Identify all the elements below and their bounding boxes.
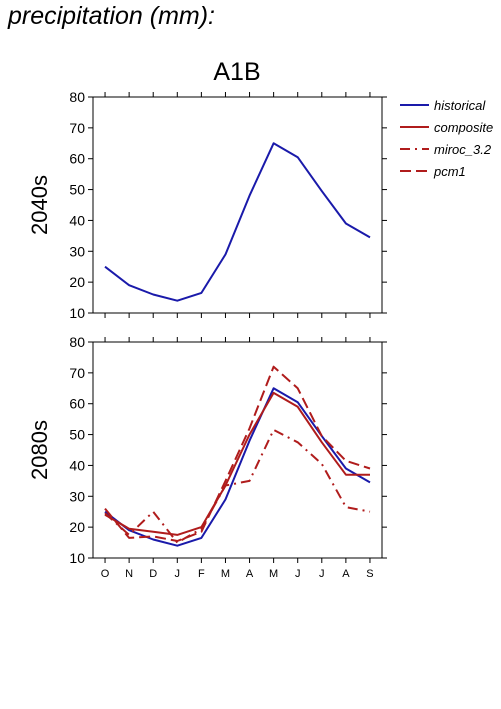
- x-tick-label: A: [246, 568, 254, 580]
- y-tick-label: 60: [69, 396, 85, 412]
- x-tick-label: N: [125, 568, 133, 580]
- x-tick-label: F: [198, 568, 205, 580]
- x-tick-label: O: [101, 568, 110, 580]
- y-tick-label: 10: [69, 550, 85, 566]
- x-tick-label: S: [366, 568, 373, 580]
- legend-label: pcm1: [433, 164, 466, 179]
- y-tick-label: 20: [69, 519, 85, 535]
- x-tick-label: J: [295, 568, 301, 580]
- panel-label: 2040s: [27, 175, 52, 235]
- plot-frame: [92, 96, 383, 314]
- series-line-pcm1: [104, 365, 371, 542]
- y-tick-label: 30: [69, 243, 85, 259]
- series-line-miroc-3-2: [104, 428, 371, 544]
- series-line-historical: [104, 142, 371, 302]
- y-tick-label: 80: [69, 89, 85, 105]
- x-tick-label: D: [149, 568, 157, 580]
- y-tick-label: 40: [69, 457, 85, 473]
- x-tick-label: J: [319, 568, 325, 580]
- y-tick-label: 70: [69, 365, 85, 381]
- y-tick-label: 10: [69, 305, 85, 321]
- y-tick-label: 40: [69, 212, 85, 228]
- y-tick-label: 50: [69, 182, 85, 198]
- chart-title: A1B: [213, 58, 260, 86]
- x-tick-label: A: [342, 568, 350, 580]
- y-tick-label: 20: [69, 274, 85, 290]
- panel-label: 2080s: [27, 420, 52, 480]
- legend-label: historical: [434, 98, 486, 113]
- legend-label: miroc_3.2: [434, 142, 492, 157]
- y-tick-label: 80: [69, 334, 85, 350]
- plot-frame: [92, 341, 383, 559]
- series-line-historical: [104, 387, 371, 547]
- y-tick-label: 50: [69, 427, 85, 443]
- y-tick-label: 60: [69, 151, 85, 167]
- series-line-composite: [104, 391, 370, 536]
- page-title: precipitation (mm):: [8, 2, 215, 30]
- legend-label: composite: [434, 120, 493, 135]
- x-tick-label: J: [175, 568, 181, 580]
- x-tick-label: M: [221, 568, 230, 580]
- y-tick-label: 70: [69, 120, 85, 136]
- y-tick-label: 30: [69, 488, 85, 504]
- x-tick-label: M: [269, 568, 278, 580]
